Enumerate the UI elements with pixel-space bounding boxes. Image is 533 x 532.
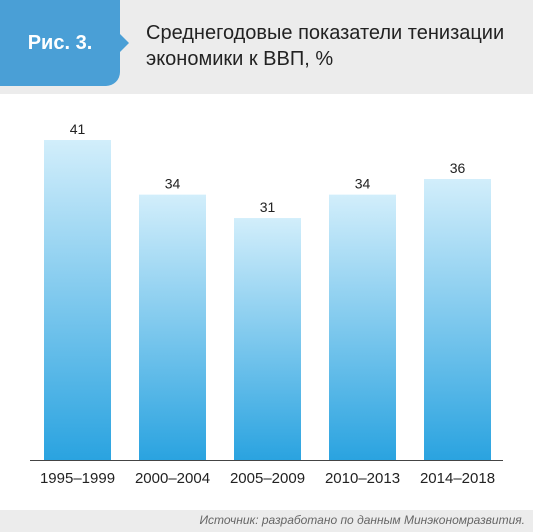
figure-number: Рис. 3. [27, 32, 93, 54]
category-label: 2000–2004 [135, 470, 210, 487]
value-label: 41 [70, 121, 86, 137]
value-label: 36 [450, 160, 466, 176]
bar-2000–2004 [139, 194, 206, 460]
category-label: 2005–2009 [230, 470, 305, 487]
figure-badge: Рис. 3. [0, 0, 120, 86]
value-label: 31 [260, 199, 276, 215]
value-label: 34 [355, 176, 371, 192]
bar-1995–1999 [44, 140, 111, 460]
source-note: Источник: разработано по данным Минэконо… [199, 513, 525, 527]
chart-title: Среднегодовые показатели тенизации эконо… [146, 22, 505, 70]
category-label: 1995–1999 [40, 470, 115, 487]
badge-arrow-icon [120, 34, 129, 52]
figure-header: Рис. 3. Среднегодовые показатели тенизац… [0, 0, 533, 94]
bar-chart: 41 34 31 34 36 1995–1999 2000–2004 2005–2009 20… [30, 121, 503, 487]
bar-2010–2013 [329, 194, 396, 460]
bar-2005–2009 [234, 218, 301, 460]
bar-2014–2018 [424, 179, 491, 460]
category-label: 2010–2013 [325, 470, 400, 487]
value-label: 34 [165, 176, 181, 192]
category-label: 2014–2018 [420, 470, 495, 487]
